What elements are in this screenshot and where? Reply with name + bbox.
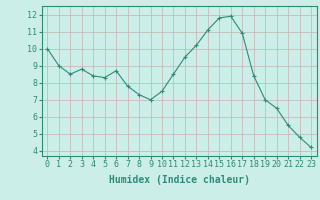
X-axis label: Humidex (Indice chaleur): Humidex (Indice chaleur): [109, 175, 250, 185]
